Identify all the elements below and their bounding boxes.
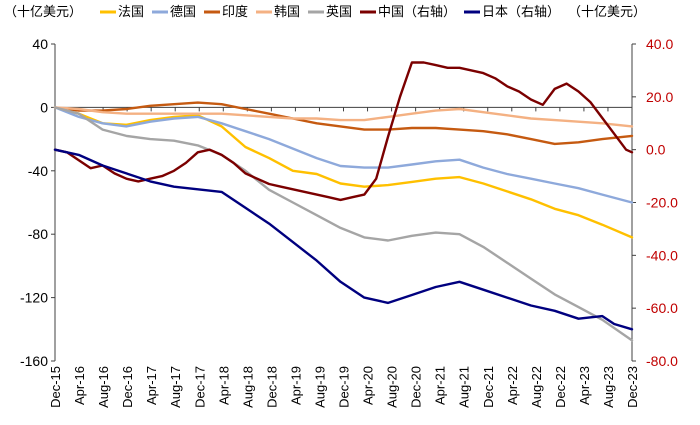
x-tick-label: Aug-17 [168, 366, 183, 408]
series-line-france [53, 106, 634, 239]
series-line-china [53, 61, 634, 202]
left-tick-label: 0 [40, 99, 48, 115]
legend-label-france: 法国 [118, 4, 144, 19]
x-tick-label: Aug-19 [312, 366, 327, 408]
legend-label-germany: 德国 [170, 4, 196, 19]
x-tick-label: Apr-23 [577, 366, 592, 405]
x-tick-label: Aug-23 [601, 366, 616, 408]
x-tick-label: Dec-19 [337, 366, 352, 408]
legend-label-japan: 日本（右轴） [482, 4, 560, 19]
right-tick-label: 0.0 [646, 142, 666, 158]
x-tick-label: Dec-17 [192, 366, 207, 408]
series-line-germany [53, 106, 634, 204]
x-tick-label: Aug-22 [529, 366, 544, 408]
x-tick-label: Aug-18 [240, 366, 255, 408]
right-tick-label: 40.0 [646, 36, 673, 52]
x-tick-label: Aug-20 [385, 366, 400, 408]
x-tick-label: Dec-18 [264, 366, 279, 408]
series-line-uk [53, 106, 634, 342]
x-tick-label: Apr-22 [505, 366, 520, 405]
right-tick-label: 20.0 [646, 89, 673, 105]
right-tick-label: -40.0 [646, 247, 678, 263]
left-tick-label: -80 [28, 226, 48, 242]
x-tick-label: Dec-22 [553, 366, 568, 408]
x-axis: Dec-15 Apr-16 Aug-16 Dec-16 Apr-17 Aug-17 Dec-… [48, 106, 640, 408]
left-axis-unit-label: （十亿美元） [4, 4, 82, 19]
series-line-india [53, 101, 634, 146]
left-axis: 40 0 -40 -80 -120 -160 [20, 36, 56, 369]
x-tick-label: Dec-15 [48, 366, 63, 408]
x-tick-label: Apr-18 [216, 366, 231, 405]
left-tick-label: -40 [28, 163, 48, 179]
left-tick-label: -160 [20, 353, 48, 369]
x-tick-label: Apr-20 [361, 366, 376, 405]
legend-label-uk: 英国 [326, 4, 352, 19]
left-tick-label: -120 [20, 290, 48, 306]
right-axis: 40.0 20.0 0.0 -20.0 -40.0 -60.0 -80.0 [631, 36, 678, 369]
x-tick-label: Dec-23 [625, 366, 640, 408]
x-tick-label: Dec-16 [120, 366, 135, 408]
series-line-korea [53, 106, 634, 128]
right-tick-label: -60.0 [646, 300, 678, 316]
x-tick-label: Aug-21 [457, 366, 472, 408]
x-tick-label: Dec-21 [481, 366, 496, 408]
legend: （十亿美元） 法国 德国 印度 韩国 英国 中国（右轴） 日本（右轴） （十亿美元） [4, 4, 646, 19]
legend-label-china: 中国（右轴） [378, 4, 456, 19]
legend-label-india: 印度 [222, 4, 248, 19]
x-tick-label: Aug-16 [96, 366, 111, 408]
legend-label-korea: 韩国 [274, 4, 300, 19]
right-tick-label: -20.0 [646, 195, 678, 211]
plot-area [53, 61, 634, 342]
right-axis-unit-label: （十亿美元） [568, 4, 646, 19]
x-tick-label: Dec-20 [409, 366, 424, 408]
x-tick-label: Apr-19 [288, 366, 303, 405]
right-tick-label: -80.0 [646, 353, 678, 369]
x-tick-label: Apr-21 [433, 366, 448, 405]
x-tick-label: Apr-16 [72, 366, 87, 405]
left-tick-label: 40 [32, 36, 48, 52]
x-tick-label: Apr-17 [144, 366, 159, 405]
series-line-japan [53, 148, 634, 331]
